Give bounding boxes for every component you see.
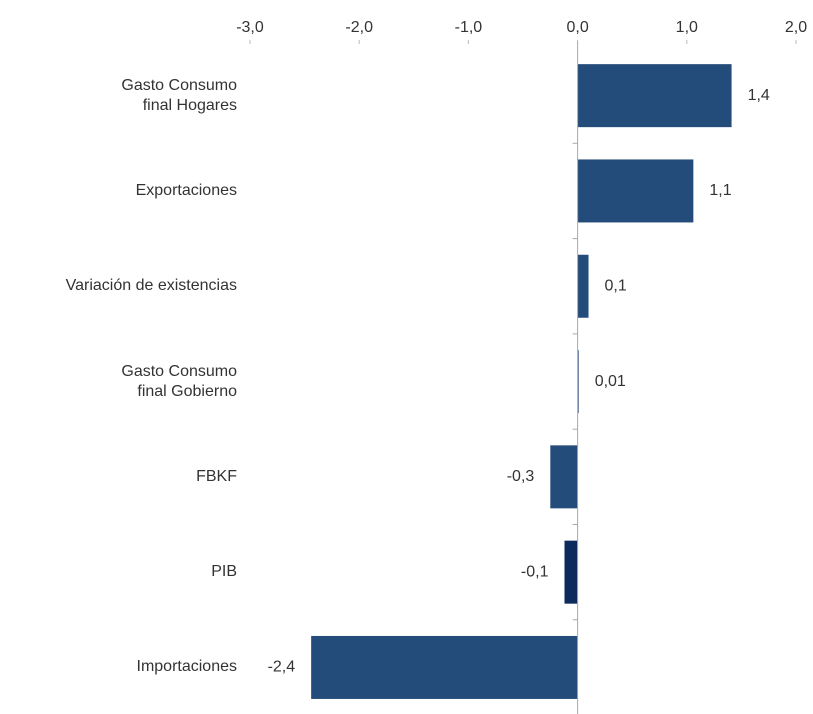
- x-tick-label: 2,0: [785, 19, 807, 36]
- x-tick-label: -2,0: [345, 19, 373, 36]
- category-label: Exportaciones: [135, 181, 237, 199]
- bar: [311, 635, 578, 699]
- data-label: 1,1: [709, 182, 731, 199]
- data-label: -2,4: [268, 659, 296, 676]
- category-label: Variación de existencias: [65, 277, 237, 295]
- x-tick-label: 1,0: [676, 19, 698, 36]
- x-tick-label: -3,0: [236, 19, 264, 36]
- data-label: 0,1: [605, 277, 627, 294]
- category-label: Gasto Consumo final Gobierno: [121, 362, 237, 400]
- category-label: PIB: [211, 563, 237, 581]
- data-label: 1,4: [748, 87, 770, 104]
- x-tick-label: -1,0: [455, 19, 483, 36]
- bar: [577, 64, 732, 128]
- category-label: Gasto Consumo final Hogares: [121, 76, 237, 114]
- category-label: FBKF: [196, 467, 237, 485]
- bar: [577, 159, 694, 223]
- bar: [577, 350, 579, 414]
- data-label: 0,01: [595, 373, 626, 390]
- bar: [550, 445, 578, 509]
- bar: [564, 540, 578, 604]
- category-label: Importaciones: [136, 658, 238, 676]
- x-tick-label: 0,0: [566, 19, 588, 36]
- data-label: -0,3: [507, 468, 535, 485]
- data-label: -0,1: [521, 563, 549, 580]
- bar: [577, 254, 589, 318]
